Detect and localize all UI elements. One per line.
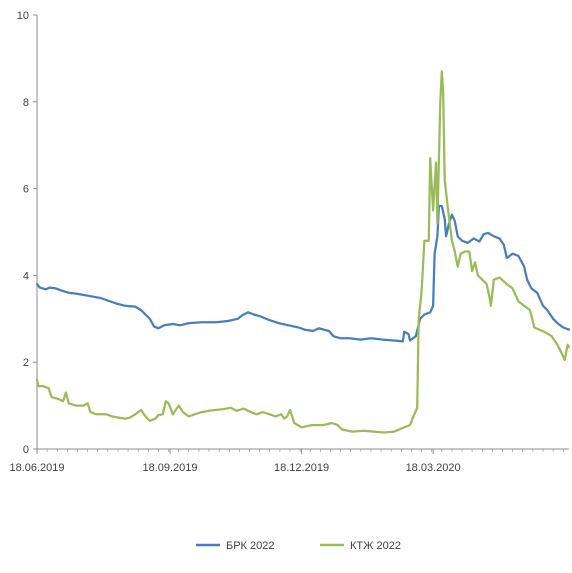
y-tick-label: 2: [23, 357, 29, 369]
x-tick-label: 18.12.2019: [274, 462, 329, 474]
y-tick-label: 4: [23, 270, 29, 282]
series-line-2: [35, 70, 571, 434]
x-tick-label: 18.03.2020: [406, 462, 461, 474]
x-tick-label: 18.06.2019: [9, 462, 64, 474]
series-line-1: [35, 204, 571, 343]
y-tick-label: 8: [23, 97, 29, 109]
legend: БРК 2022 КТЖ 2022: [196, 540, 401, 552]
y-tick-label: 0: [23, 444, 29, 456]
legend-label: КТЖ 2022: [350, 540, 401, 552]
legend-label: БРК 2022: [226, 540, 275, 552]
x-tick-label: 18.09.2019: [142, 462, 197, 474]
y-tick-label: 10: [17, 10, 29, 22]
y-tick-label: 6: [23, 184, 29, 196]
series-lines: [35, 70, 571, 434]
x-axis: 18.06.2019 18.09.2019 18.12.2019 18.03.2020: [9, 448, 569, 474]
y-axis: 0 2 4 6 8 10: [17, 10, 38, 456]
